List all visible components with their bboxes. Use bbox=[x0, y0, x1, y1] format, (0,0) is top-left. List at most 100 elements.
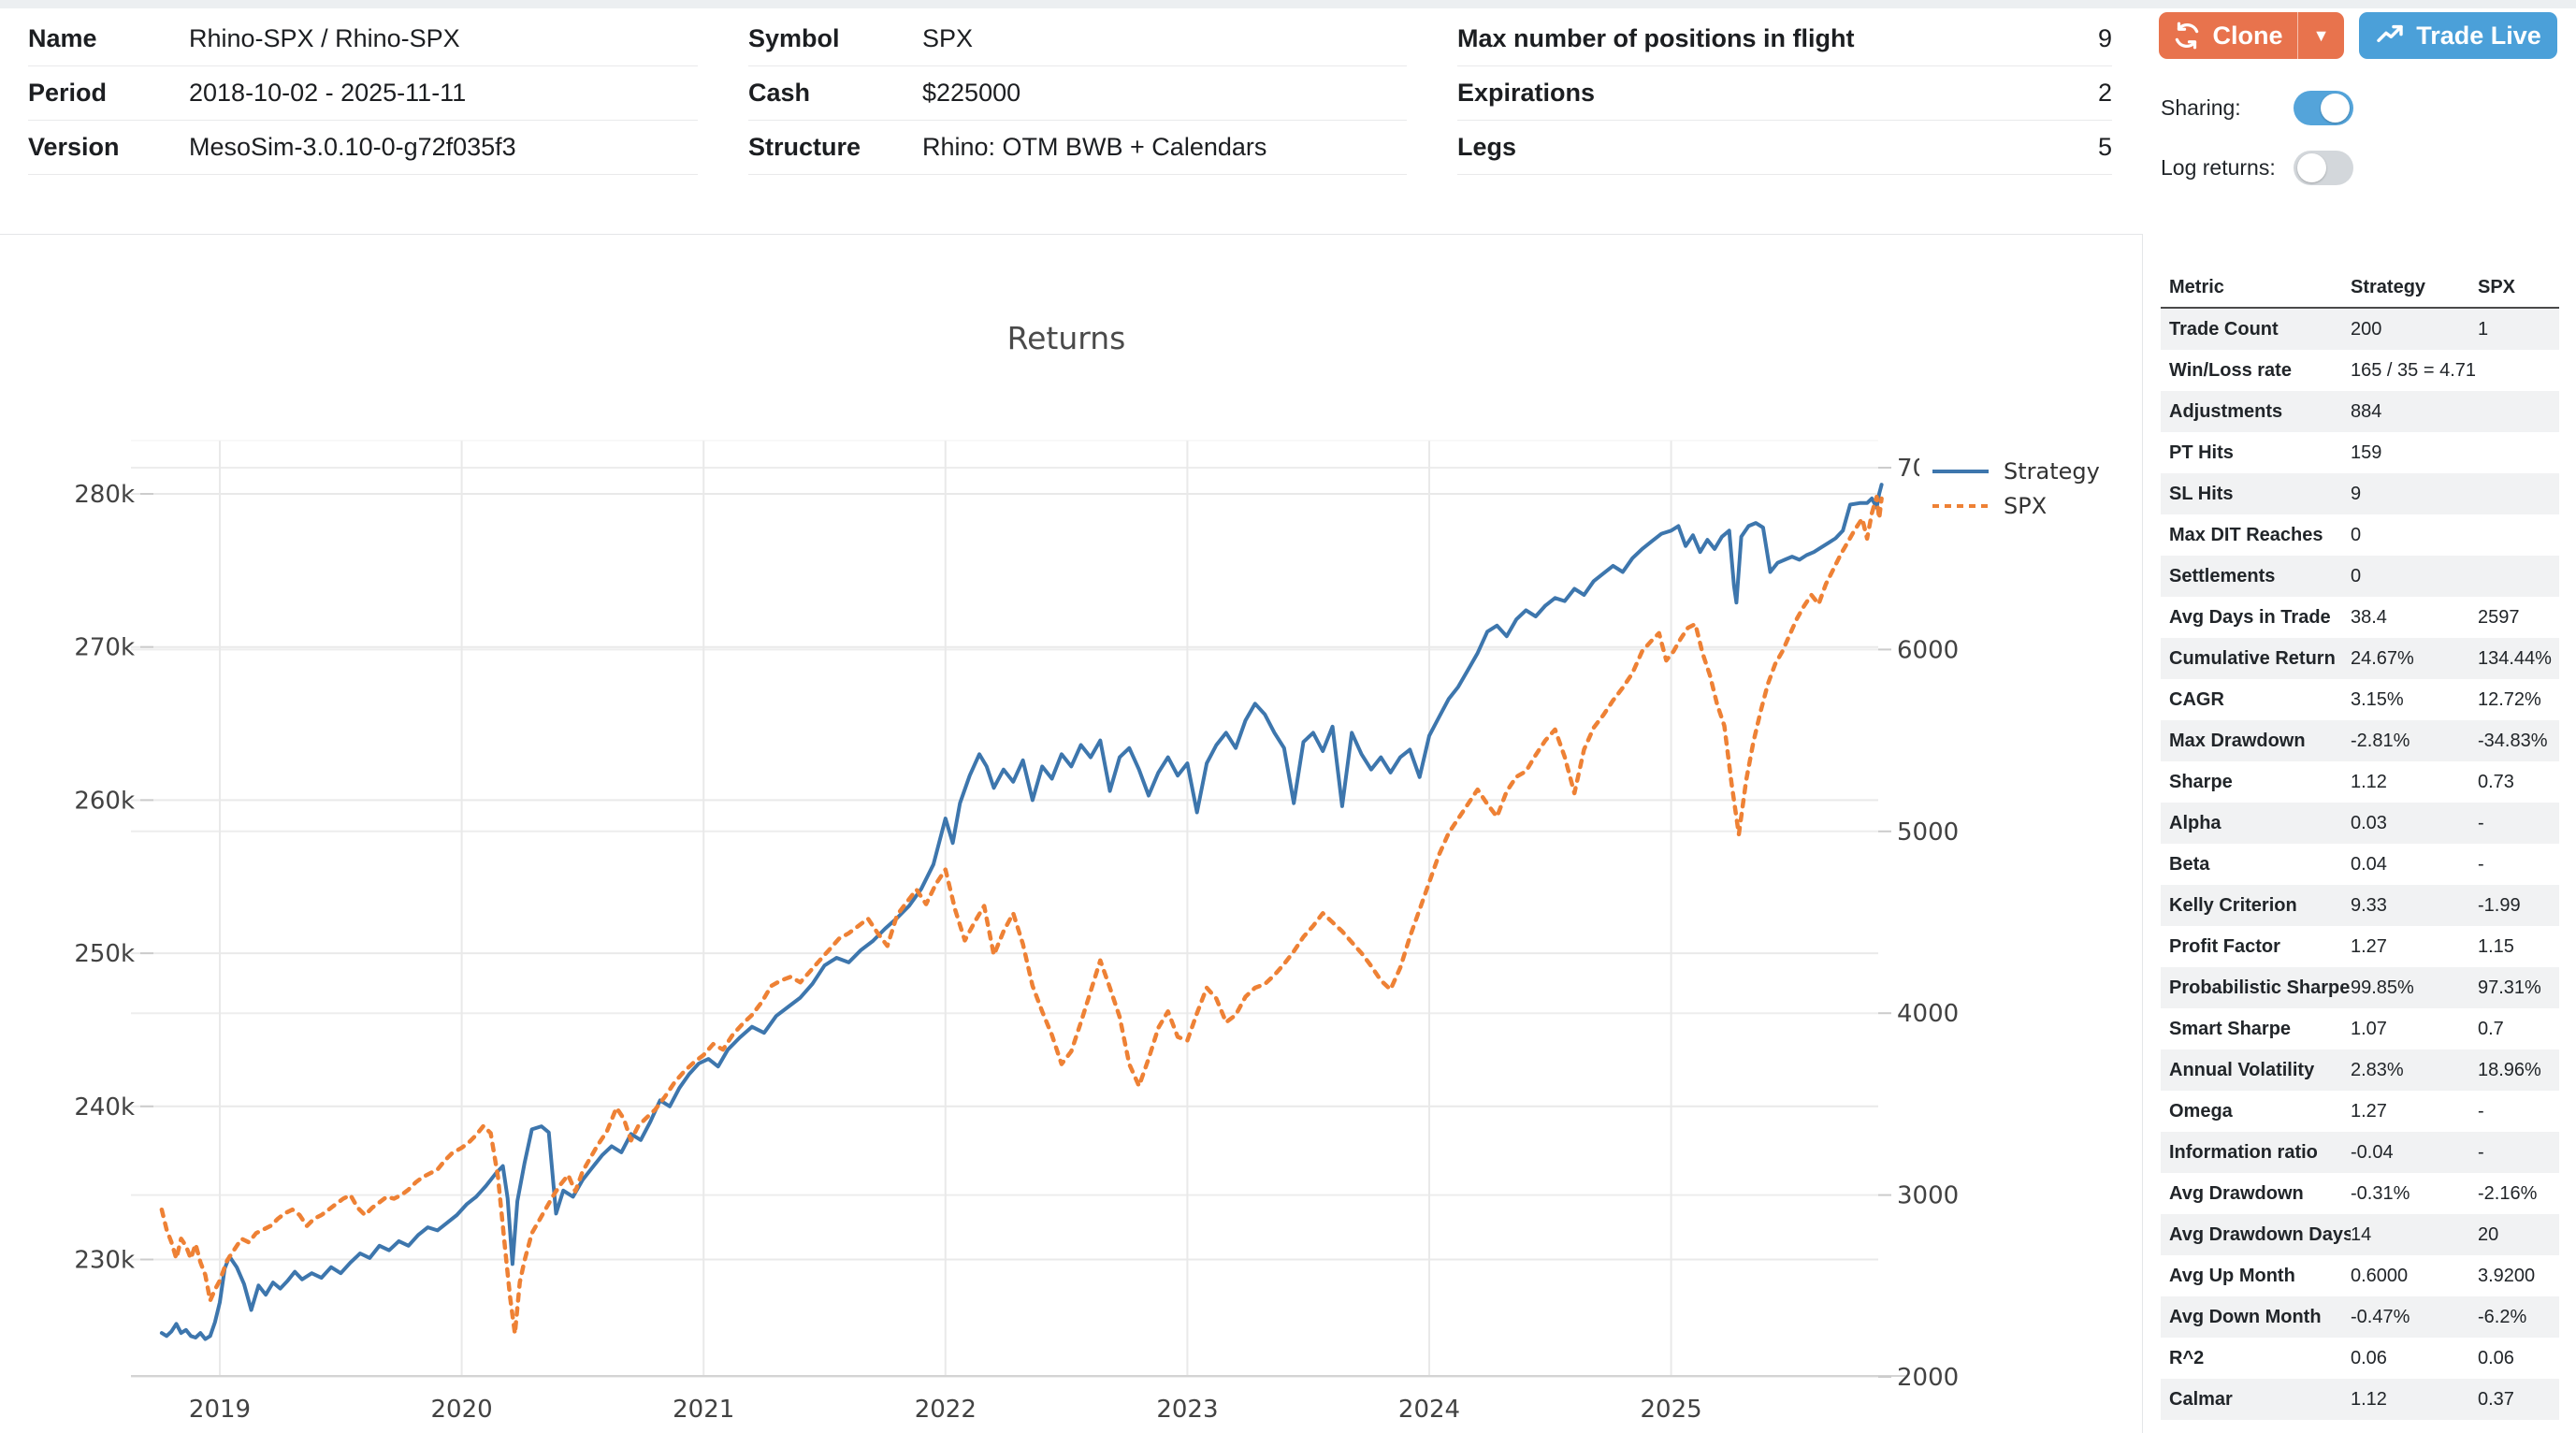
legend-swatch bbox=[1932, 503, 1989, 508]
metric-name: Win/Loss rate bbox=[2169, 359, 2292, 381]
metric-value: 14 bbox=[2351, 1223, 2372, 1245]
header-column-position: Max number of positions in flight 9 Expira… bbox=[1457, 12, 2112, 175]
metric-name: Calmar bbox=[2169, 1388, 2233, 1410]
sharing-toggle[interactable] bbox=[2294, 90, 2353, 125]
metrics-table-header: Metric Strategy SPX bbox=[2161, 268, 2559, 309]
metric-name: Trade Count bbox=[2169, 318, 2279, 340]
legend-label: Strategy bbox=[2004, 457, 2100, 485]
log-returns-toggle-row: Log returns: bbox=[2161, 150, 2353, 185]
metric-value: 2597 bbox=[2478, 606, 2520, 628]
legend-item-spx[interactable]: SPX bbox=[1931, 488, 2100, 523]
table-row: Omega 1.27 - bbox=[2161, 1091, 2559, 1132]
header-field-row: Version MesoSim-3.0.10-0-g72f035f3 bbox=[28, 121, 698, 175]
clone-dropdown-button[interactable]: ▼ bbox=[2297, 12, 2344, 59]
log-returns-toggle-label: Log returns: bbox=[2161, 154, 2276, 180]
svg-text:230k: 230k bbox=[74, 1247, 135, 1275]
table-row: Adjustments 884 bbox=[2161, 391, 2559, 432]
svg-text:250k: 250k bbox=[74, 940, 135, 968]
header-field-row: Name Rhino-SPX / Rhino-SPX bbox=[28, 12, 698, 66]
table-row: Calmar 1.12 0.37 bbox=[2161, 1379, 2559, 1420]
metric-value: 1.27 bbox=[2351, 935, 2387, 957]
table-row: Annual Volatility 2.83% 18.96% bbox=[2161, 1049, 2559, 1091]
field-label: Cash bbox=[748, 79, 811, 107]
field-label: Legs bbox=[1457, 133, 1517, 161]
metric-value: 134.44% bbox=[2478, 647, 2552, 669]
table-row: Beta 0.04 - bbox=[2161, 844, 2559, 885]
metric-value: 9 bbox=[2351, 483, 2362, 504]
column-header-strategy: Strategy bbox=[2351, 276, 2426, 297]
metric-value: -34.83% bbox=[2478, 730, 2548, 751]
svg-text:240k: 240k bbox=[74, 1093, 135, 1122]
table-row: Sharpe 1.12 0.73 bbox=[2161, 761, 2559, 803]
metric-value: 0.06 bbox=[2351, 1347, 2387, 1368]
table-row: Avg Days in Trade 38.4 2597 bbox=[2161, 597, 2559, 638]
metric-value: 9.33 bbox=[2351, 894, 2387, 916]
header-field-row: Structure Rhino: OTM BWB + Calendars bbox=[748, 121, 1407, 175]
trade-live-button[interactable]: Trade Live bbox=[2359, 12, 2557, 59]
table-row: Alpha 0.03 - bbox=[2161, 803, 2559, 844]
field-value: SPX bbox=[922, 24, 974, 52]
metric-value: 0.37 bbox=[2478, 1388, 2514, 1410]
metric-value: -0.04 bbox=[2351, 1141, 2394, 1163]
metric-value: -2.16% bbox=[2478, 1182, 2538, 1204]
field-value: 2018-10-02 - 2025-11-11 bbox=[189, 79, 467, 107]
table-row: Avg Drawdown Days 14 20 bbox=[2161, 1214, 2559, 1255]
returns-chart-panel: 280k270k260k250k240k230k7000600050004000… bbox=[0, 234, 2142, 1433]
metric-name: Annual Volatility bbox=[2169, 1059, 2315, 1080]
table-row: SL Hits 9 bbox=[2161, 473, 2559, 514]
field-value: 5 bbox=[2097, 133, 2112, 161]
svg-text:Returns: Returns bbox=[1007, 320, 1126, 356]
metric-value: 1.15 bbox=[2478, 935, 2514, 957]
metric-name: Kelly Criterion bbox=[2169, 894, 2297, 916]
field-label: Period bbox=[28, 79, 108, 107]
metric-value: 18.96% bbox=[2478, 1059, 2541, 1080]
svg-text:3000: 3000 bbox=[1897, 1182, 1959, 1210]
chevron-down-icon: ▼ bbox=[2312, 25, 2330, 45]
field-value: $225000 bbox=[922, 79, 1021, 107]
returns-chart[interactable]: 280k270k260k250k240k230k7000600050004000… bbox=[0, 235, 2142, 1433]
toggle-knob bbox=[2321, 93, 2350, 123]
metric-value: 0.7 bbox=[2478, 1018, 2504, 1039]
table-row: Smart Sharpe 1.07 0.7 bbox=[2161, 1008, 2559, 1049]
metric-name: Avg Down Month bbox=[2169, 1306, 2322, 1327]
metric-value: 884 bbox=[2351, 400, 2382, 422]
metric-value: 1.12 bbox=[2351, 1388, 2387, 1410]
metric-name: Profit Factor bbox=[2169, 935, 2280, 957]
svg-text:270k: 270k bbox=[74, 634, 135, 662]
table-row: Profit Factor 1.27 1.15 bbox=[2161, 926, 2559, 967]
log-returns-toggle[interactable] bbox=[2294, 150, 2353, 185]
svg-text:2025: 2025 bbox=[1641, 1396, 1702, 1424]
table-row: Kelly Criterion 9.33 -1.99 bbox=[2161, 885, 2559, 926]
svg-text:6000: 6000 bbox=[1897, 636, 1959, 664]
metric-value: - bbox=[2478, 1430, 2559, 1433]
metric-value: -0.31% bbox=[2351, 1182, 2410, 1204]
table-row: Settlements 0 bbox=[2161, 556, 2559, 597]
header-column-instrument: Symbol SPX Cash $225000 Structure Rhino: OTM … bbox=[748, 12, 1407, 175]
metric-name: Smart Sharpe bbox=[2169, 1018, 2292, 1039]
legend-item-strategy[interactable]: Strategy bbox=[1931, 454, 2100, 488]
metric-value: 12.72% bbox=[2478, 688, 2541, 710]
svg-text:280k: 280k bbox=[74, 481, 135, 509]
clone-button[interactable]: Clone bbox=[2159, 12, 2297, 59]
metric-value: 0.73 bbox=[2478, 771, 2514, 792]
metric-value: -2.81% bbox=[2351, 730, 2410, 751]
metric-name: Avg Drawdown Days bbox=[2169, 1223, 2351, 1245]
svg-text:2021: 2021 bbox=[673, 1396, 734, 1424]
metric-name: Adjustments bbox=[2169, 400, 2283, 422]
table-row: CAGR 3.15% 12.72% bbox=[2161, 679, 2559, 720]
metric-name: CAGR bbox=[2169, 688, 2224, 710]
table-row: PT Hits 159 bbox=[2161, 432, 2559, 473]
metric-value: - bbox=[2478, 1100, 2484, 1122]
field-value: MesoSim-3.0.10-0-g72f035f3 bbox=[189, 133, 516, 161]
series-line-strategy bbox=[159, 483, 1884, 1341]
metric-name: Beta bbox=[2169, 853, 2210, 875]
field-label: Max number of positions in flight bbox=[1457, 24, 1855, 52]
table-row: Information ratio -0.04 - bbox=[2161, 1132, 2559, 1173]
metric-name: R^2 bbox=[2169, 1347, 2205, 1368]
svg-text:2020: 2020 bbox=[431, 1396, 493, 1424]
field-label: Symbol bbox=[748, 24, 840, 52]
metric-value: 159 bbox=[2351, 441, 2382, 463]
metric-name: Sharpe bbox=[2169, 771, 2233, 792]
metric-value: 24.67% bbox=[2351, 647, 2414, 669]
chart-legend: Strategy SPX bbox=[1919, 448, 2109, 528]
